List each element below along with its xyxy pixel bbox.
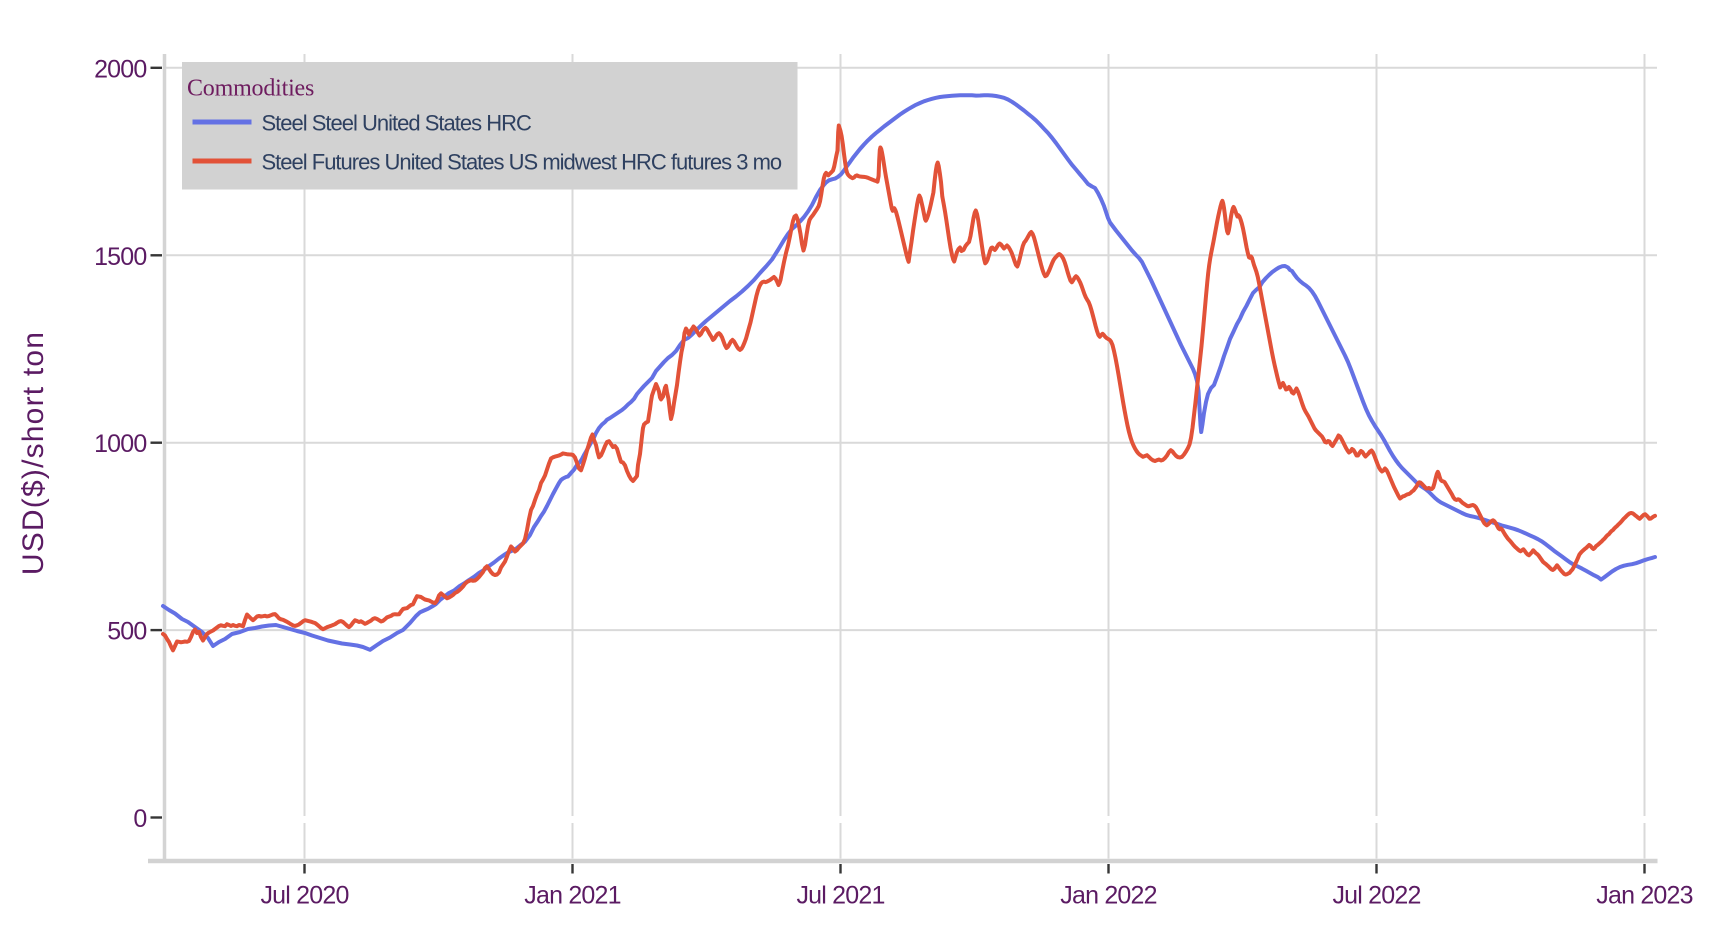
svg-text:1000: 1000 — [94, 430, 146, 458]
svg-text:2000: 2000 — [94, 55, 146, 83]
svg-text:Steel Steel United States HRC: Steel Steel United States HRC — [262, 111, 532, 136]
svg-text:Commodities: Commodities — [187, 76, 314, 102]
svg-text:Jul 2021: Jul 2021 — [796, 882, 884, 910]
svg-text:Jan 2021: Jan 2021 — [524, 882, 620, 910]
svg-text:Jan 2022: Jan 2022 — [1060, 882, 1156, 910]
svg-text:0: 0 — [133, 805, 146, 833]
svg-text:Jan 2023: Jan 2023 — [1596, 882, 1692, 910]
svg-text:USD($)/short ton: USD($)/short ton — [17, 331, 50, 575]
svg-text:1500: 1500 — [94, 243, 146, 271]
svg-text:500: 500 — [107, 618, 146, 646]
svg-text:Jul 2022: Jul 2022 — [1332, 882, 1420, 910]
svg-text:Jul 2020: Jul 2020 — [260, 882, 348, 910]
svg-text:Steel Futures United States US: Steel Futures United States US midwest H… — [262, 150, 782, 175]
